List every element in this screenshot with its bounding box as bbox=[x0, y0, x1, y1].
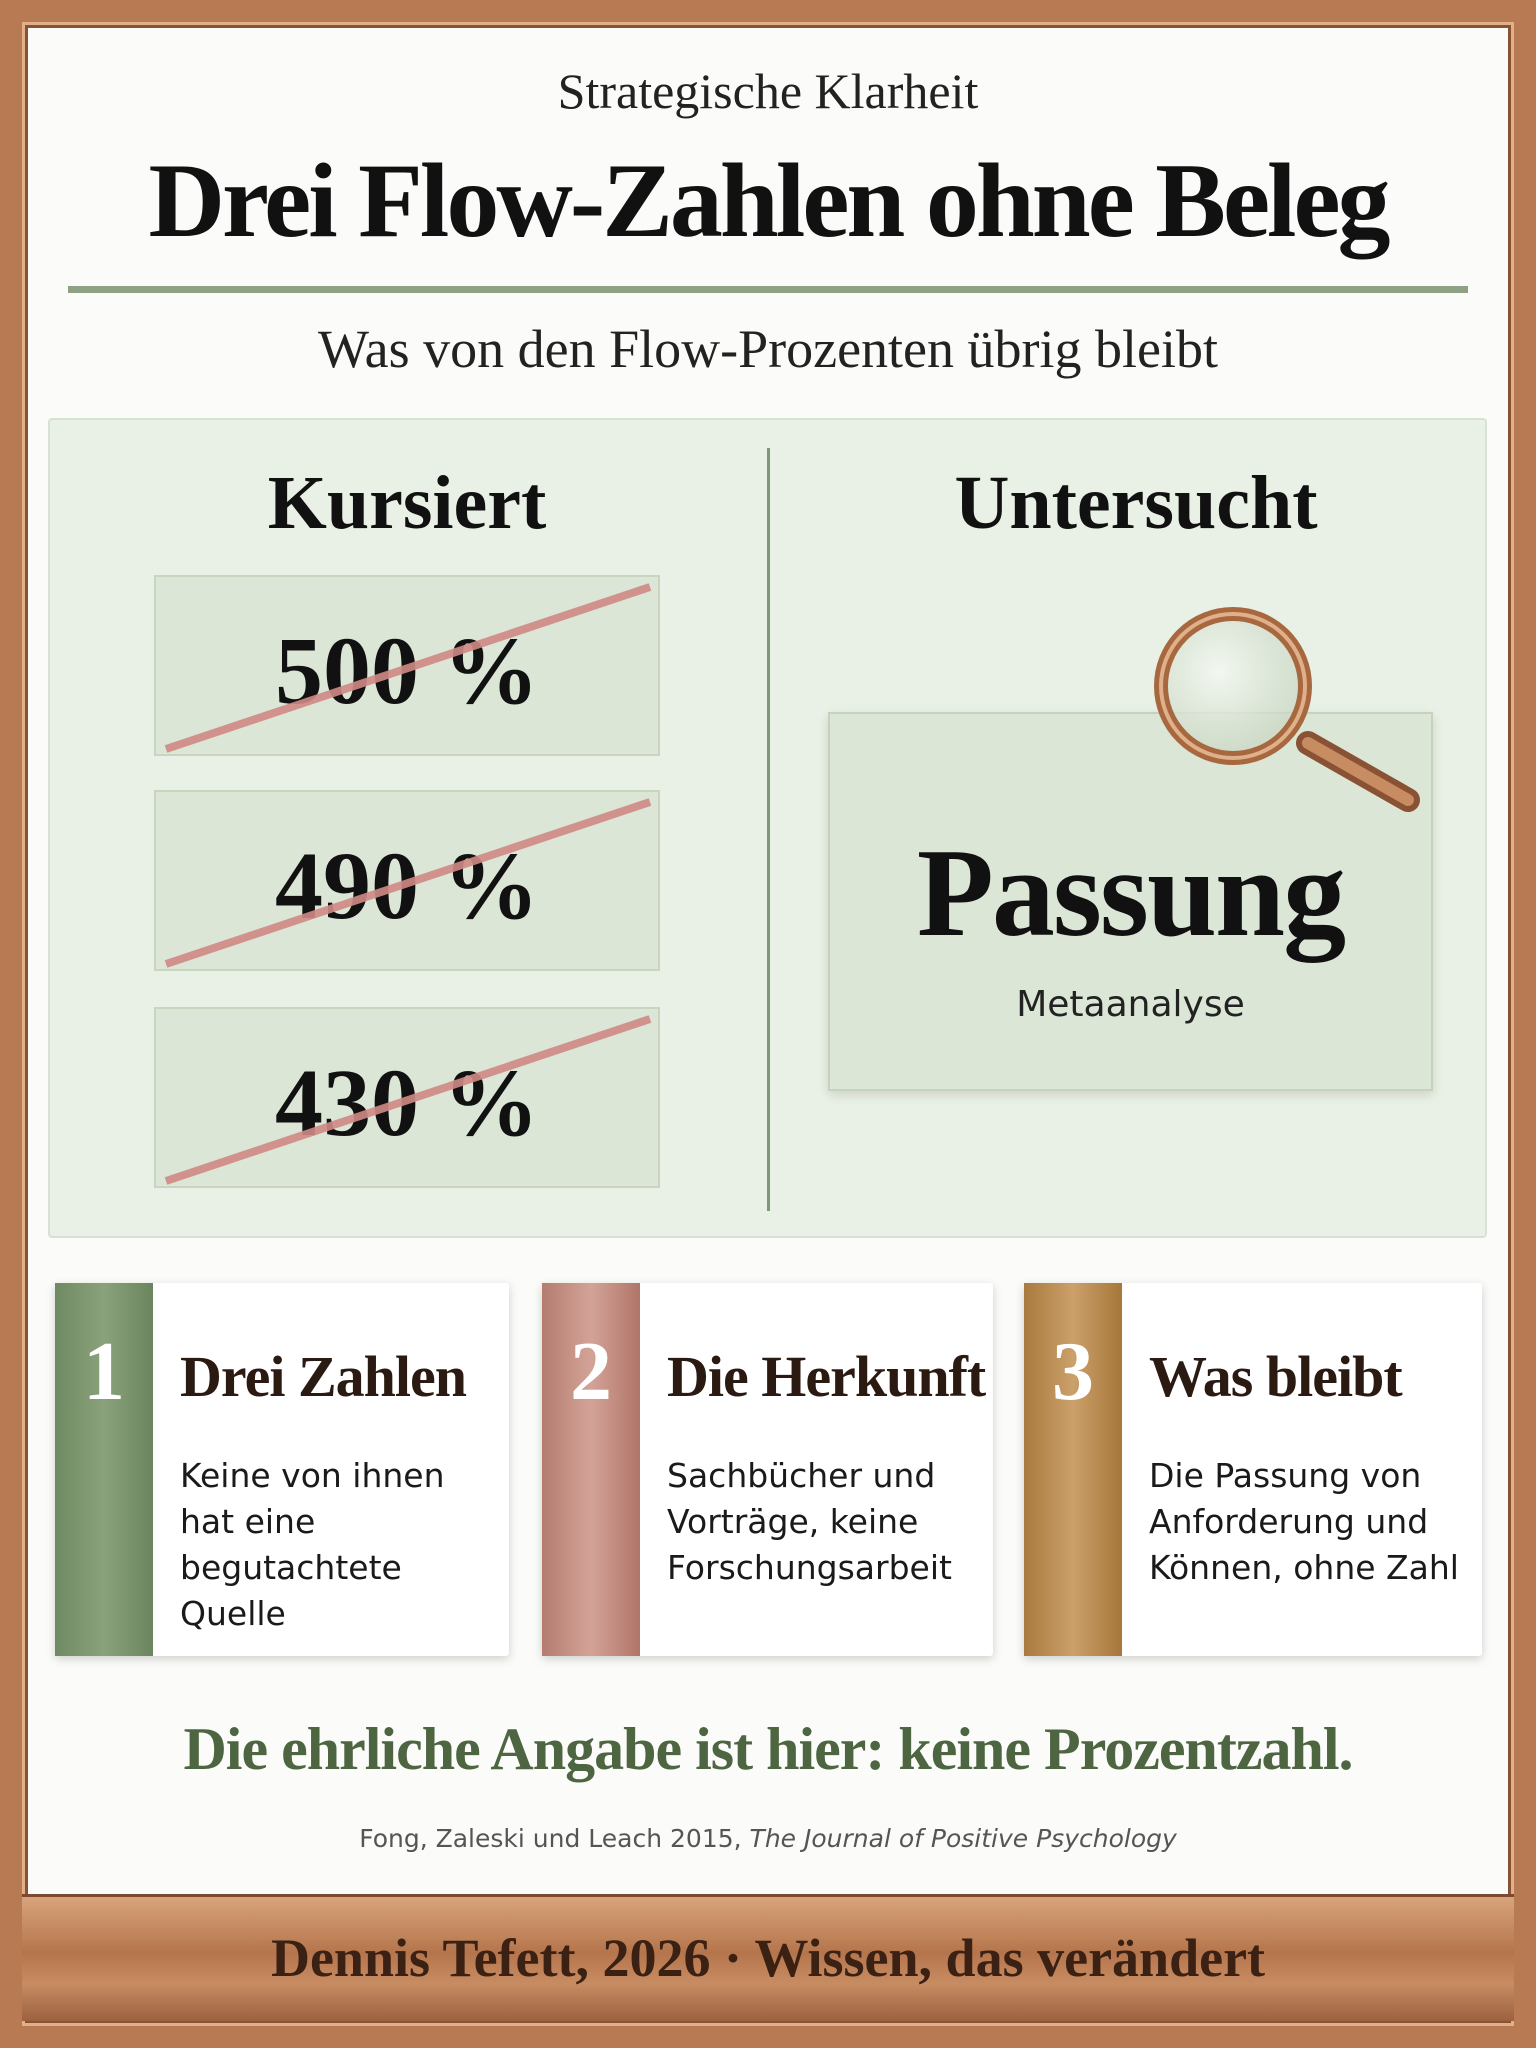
divider bbox=[767, 448, 770, 1211]
finding-label: Passung bbox=[916, 824, 1346, 963]
subtitle: Was von den Flow-Prozenten übrig bleibt bbox=[318, 319, 1218, 379]
card: 1 Drei Zahlen Keine von ihnen hat eine b… bbox=[55, 1283, 509, 1656]
finding-box: Passung Metaanalyse bbox=[828, 712, 1433, 1091]
left-heading: Kursiert bbox=[267, 461, 547, 545]
source-journal: The Journal of Positive Psychology bbox=[749, 1824, 1177, 1853]
kicker: Strategische Klarheit bbox=[557, 63, 979, 119]
source-authors: Fong, Zaleski und Leach 2015, bbox=[359, 1824, 742, 1853]
source: Fong, Zaleski und Leach 2015, The Journa… bbox=[0, 1824, 1536, 1853]
claim-box: 430 % bbox=[154, 1007, 660, 1188]
footer-band: Dennis Tefett, 2026 · Wissen, das veränd… bbox=[22, 1894, 1514, 2021]
card-text: Keine von ihnen hat eine begutachtete Qu… bbox=[180, 1456, 445, 1633]
magnifier bbox=[1154, 607, 1420, 812]
card-text: Die Passung von Anforderung und Können, … bbox=[1149, 1456, 1459, 1587]
claim-box: 500 % bbox=[154, 575, 660, 756]
strike bbox=[164, 583, 652, 753]
card-number: 1 bbox=[83, 1325, 125, 1418]
right-heading: Untersucht bbox=[954, 461, 1318, 545]
claim-box: 490 % bbox=[154, 790, 660, 971]
conclusion: Die ehrliche Angabe ist hier: keine Proz… bbox=[183, 1716, 1353, 1782]
card: 3 Was bleibt Die Passung von Anforderung… bbox=[1024, 1283, 1482, 1656]
card-title: Was bleibt bbox=[1149, 1344, 1403, 1409]
strike bbox=[164, 798, 652, 968]
card-title: Die Herkunft bbox=[667, 1344, 986, 1409]
card-stripe bbox=[55, 1283, 153, 1656]
title-rule bbox=[68, 286, 1468, 293]
footer-text: Dennis Tefett, 2026 · Wissen, das veränd… bbox=[270, 1928, 1266, 1988]
card-stripe bbox=[542, 1283, 640, 1656]
card-text: Sachbücher und Vorträge, keine Forschung… bbox=[667, 1456, 952, 1587]
finding-caption: Metaanalyse bbox=[1016, 984, 1245, 1025]
card-number: 3 bbox=[1052, 1325, 1094, 1418]
card: 2 Die Herkunft Sachbücher und Vorträge, … bbox=[542, 1283, 993, 1656]
card-number: 2 bbox=[570, 1325, 612, 1418]
title: Drei Flow-Zahlen ohne Beleg bbox=[148, 142, 1390, 259]
card-stripe bbox=[1024, 1283, 1122, 1656]
card-title: Drei Zahlen bbox=[180, 1344, 467, 1409]
strike bbox=[164, 1015, 652, 1185]
